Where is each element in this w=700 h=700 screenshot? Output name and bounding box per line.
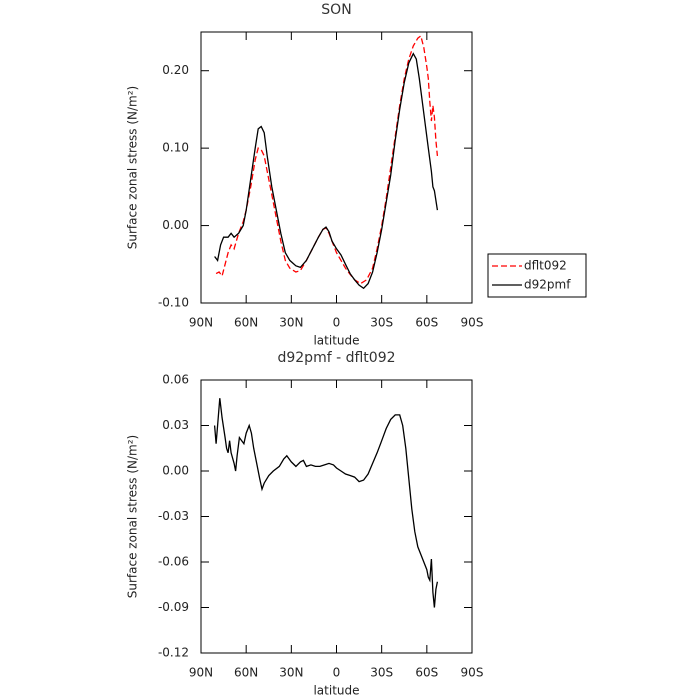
x-tick-label: 60S [415,316,438,330]
x-tick-label: 90N [189,316,213,330]
x-axis-label: latitude [313,684,359,698]
y-tick-label: 0.00 [162,218,189,232]
legend-label: d92pmf [524,278,571,292]
x-tick-label: 60N [234,666,258,680]
x-tick-label: 90S [461,316,484,330]
x-tick-label: 90N [189,666,213,680]
chart-title: SON [321,2,351,18]
plot-frame [200,31,473,304]
series-line [213,398,439,608]
legend-box [487,253,587,298]
x-tick-label: 90S [461,666,484,680]
y-tick-label: 0.00 [162,464,189,478]
y-tick-label: -0.03 [158,509,189,523]
y-tick-label: 0.20 [162,63,189,77]
legend-label: dflt092 [524,259,567,273]
x-tick-label: 60S [415,666,438,680]
plot-frame [200,379,473,654]
series-line [214,52,439,290]
y-axis-label: Surface zonal stress (N/m²) [126,86,140,250]
y-tick-label: 0.10 [162,141,189,155]
y-tick-label: 0.03 [162,418,189,432]
y-tick-label: -0.06 [158,555,189,569]
y-tick-label: 0.06 [162,373,189,387]
x-tick-label: 30S [370,666,393,680]
y-axis-label: Surface zonal stress (N/m²) [126,435,140,599]
x-tick-label: 30S [370,316,393,330]
x-axis-label: latitude [313,334,359,348]
x-tick-label: 0 [333,666,341,680]
y-tick-label: -0.09 [158,600,189,614]
y-tick-label: -0.12 [158,646,189,660]
x-tick-label: 30N [279,316,303,330]
x-tick-label: 30N [279,666,303,680]
x-tick-label: 0 [333,316,341,330]
x-tick-label: 60N [234,316,258,330]
y-tick-label: -0.10 [158,296,189,310]
series-line [215,34,439,285]
chart-title: d92pmf - dflt092 [277,350,395,366]
